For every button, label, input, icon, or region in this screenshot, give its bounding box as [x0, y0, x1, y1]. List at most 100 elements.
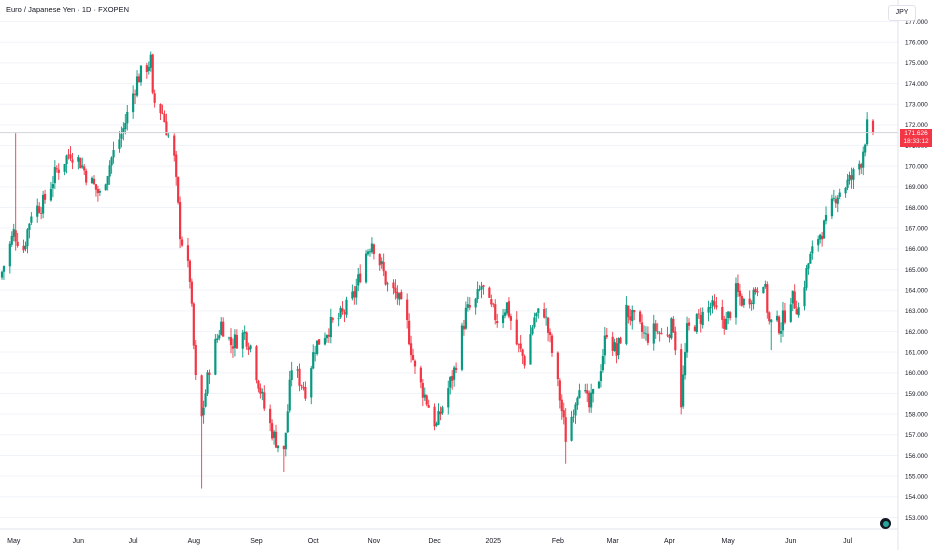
candle-body — [79, 158, 82, 169]
candle-body — [190, 281, 193, 304]
candle — [409, 335, 413, 363]
candle-body — [844, 187, 847, 194]
tradingview-logo-icon[interactable] — [880, 518, 891, 529]
candle — [748, 290, 751, 309]
candle — [729, 311, 732, 321]
candle — [316, 340, 319, 356]
candle-body — [627, 305, 630, 318]
candle — [149, 51, 152, 72]
candle — [96, 185, 100, 202]
candle-body — [830, 198, 833, 217]
candle-body — [257, 380, 260, 389]
candle — [822, 219, 826, 239]
candle-body — [644, 333, 648, 335]
candle-body — [57, 169, 60, 173]
candle — [460, 322, 464, 372]
candle — [797, 302, 800, 318]
candle — [94, 184, 98, 197]
candle — [736, 274, 740, 297]
candle-body — [601, 355, 604, 371]
candle-body — [468, 304, 471, 308]
candle-body — [104, 184, 107, 191]
candle-body — [337, 318, 340, 320]
candle-body — [423, 394, 426, 398]
y-tick-label: 161.000 — [905, 349, 928, 356]
candle-body — [697, 313, 700, 315]
candle-body — [464, 307, 467, 329]
candle-body — [597, 381, 601, 389]
candle-body — [789, 304, 792, 322]
y-tick-label: 165.000 — [905, 267, 928, 274]
candle — [588, 390, 591, 413]
candle — [437, 403, 440, 426]
candle — [683, 342, 687, 380]
candle — [413, 359, 417, 375]
candle-body — [255, 346, 258, 381]
y-tick-label: 160.000 — [905, 370, 928, 377]
candle-body — [629, 316, 632, 321]
candle — [721, 299, 724, 329]
candle — [304, 381, 307, 401]
candle-body — [619, 337, 622, 344]
candle-body — [368, 251, 372, 253]
candle-body — [451, 375, 454, 381]
candle-body — [106, 176, 109, 185]
x-tick-label: Apr — [664, 538, 676, 545]
candle-body — [186, 245, 190, 261]
candle-body — [122, 128, 125, 133]
candle — [670, 317, 673, 340]
candle-body — [353, 291, 356, 298]
candle — [188, 259, 192, 289]
candle — [740, 293, 743, 307]
candle — [642, 325, 646, 339]
candle — [466, 296, 469, 312]
candle-body — [850, 175, 853, 180]
candle-body — [494, 304, 497, 320]
candle — [120, 126, 123, 148]
candle-body — [821, 235, 824, 240]
candle-body — [341, 308, 344, 312]
candle-body — [110, 157, 113, 166]
candle-body — [725, 318, 728, 330]
candle-body — [640, 322, 644, 332]
candle — [329, 308, 332, 344]
currency-selector[interactable]: JPY — [888, 5, 916, 21]
candle-body — [298, 368, 301, 386]
candle — [90, 176, 94, 184]
candle-body — [449, 376, 452, 388]
candle-body — [208, 372, 211, 375]
candle — [750, 300, 753, 311]
candle — [372, 243, 375, 260]
candle-body — [768, 312, 771, 322]
candle — [28, 222, 31, 239]
candle-body — [53, 167, 56, 184]
candle — [674, 326, 677, 356]
candle-body — [509, 316, 512, 321]
candle-body — [133, 93, 137, 95]
candle-body — [175, 154, 178, 177]
candle — [809, 251, 812, 264]
candle-body — [214, 339, 217, 375]
candle — [112, 141, 115, 164]
candle — [543, 302, 546, 319]
candle — [468, 297, 471, 311]
candle — [701, 307, 704, 329]
candle-body — [572, 416, 575, 418]
candle-body — [535, 313, 538, 317]
candle — [38, 202, 41, 214]
candle — [179, 196, 182, 249]
candle-body — [590, 392, 593, 408]
candle — [2, 265, 6, 280]
candle-body — [65, 155, 68, 165]
candle — [503, 308, 507, 319]
candle — [830, 194, 833, 220]
candle — [590, 383, 593, 413]
symbol-title: Euro / Japanese Yen · 1D · FXOPEN — [6, 5, 129, 14]
candle — [447, 380, 450, 415]
candle — [161, 104, 164, 115]
candle-body — [366, 251, 370, 255]
y-tick-label: 158.000 — [905, 411, 928, 418]
candle — [507, 297, 511, 319]
